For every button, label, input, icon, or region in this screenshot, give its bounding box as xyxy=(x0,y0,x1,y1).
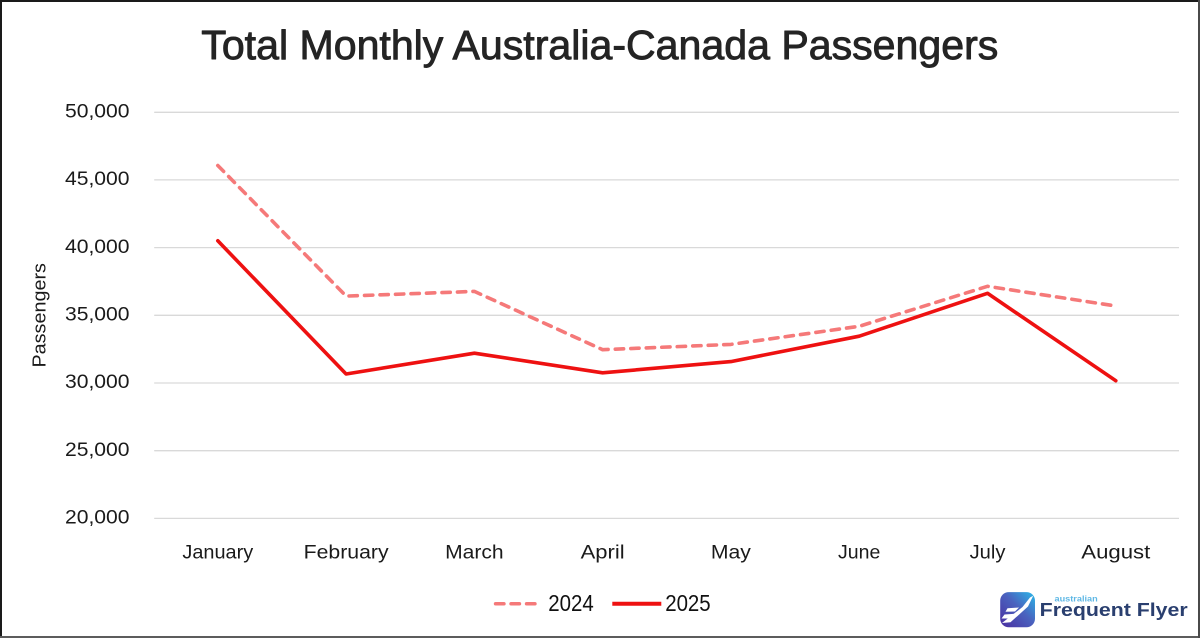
svg-text:Total Monthly Australia-Canada: Total Monthly Australia-Canada Passenger… xyxy=(201,22,998,68)
svg-text:25,000: 25,000 xyxy=(65,440,130,461)
svg-text:April: April xyxy=(581,542,625,563)
svg-text:2024: 2024 xyxy=(548,590,594,616)
svg-text:35,000: 35,000 xyxy=(65,305,130,326)
svg-text:February: February xyxy=(304,542,389,563)
svg-text:20,000: 20,000 xyxy=(65,508,130,529)
svg-text:Frequent Flyer: Frequent Flyer xyxy=(1040,599,1188,620)
svg-text:August: August xyxy=(1081,542,1151,563)
svg-text:50,000: 50,000 xyxy=(65,102,130,123)
svg-text:30,000: 30,000 xyxy=(65,372,130,393)
svg-text:45,000: 45,000 xyxy=(65,169,130,190)
svg-text:australian: australian xyxy=(1055,594,1098,603)
svg-text:June: June xyxy=(838,542,880,563)
svg-text:January: January xyxy=(182,542,253,563)
svg-text:40,000: 40,000 xyxy=(65,237,130,258)
svg-text:May: May xyxy=(711,542,751,563)
svg-text:July: July xyxy=(970,542,1006,563)
svg-text:2025: 2025 xyxy=(665,590,711,616)
svg-text:Passengers: Passengers xyxy=(28,263,49,368)
svg-text:March: March xyxy=(445,542,504,563)
